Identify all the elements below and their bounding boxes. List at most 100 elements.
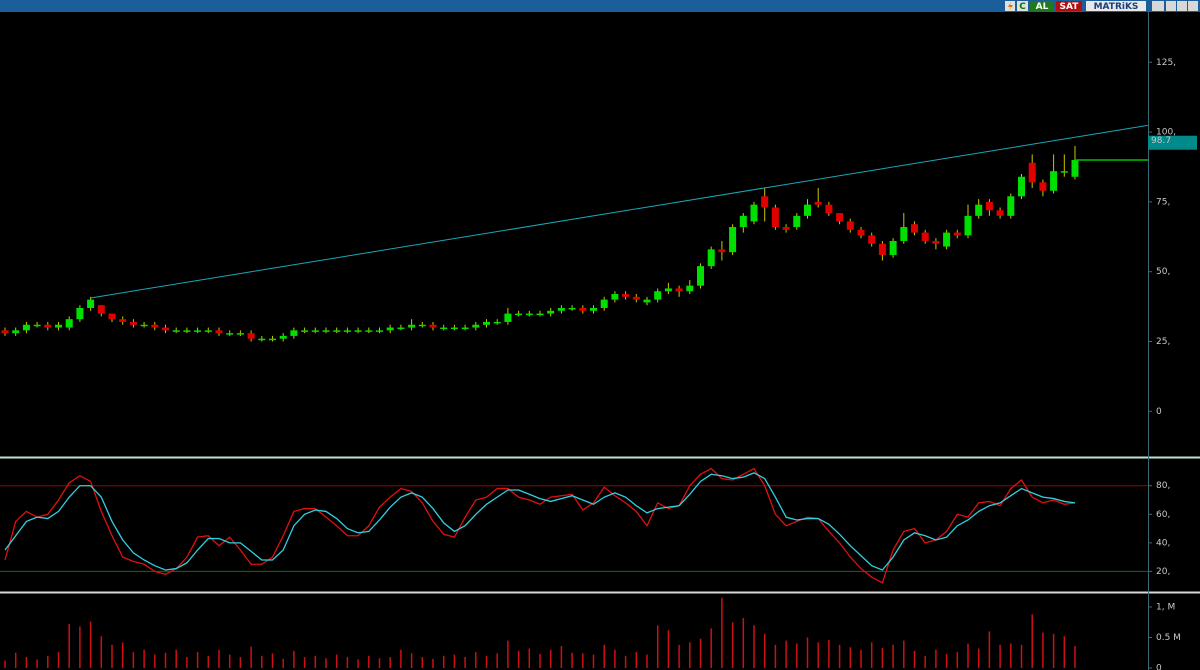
candle-body <box>183 330 191 332</box>
candle-body <box>483 321 490 325</box>
candle-body <box>1039 182 1047 191</box>
candle-body <box>771 207 779 228</box>
candle-body <box>461 327 469 330</box>
brand-box <box>1086 1 1146 11</box>
candle-body <box>76 308 84 320</box>
candle-body <box>44 324 52 328</box>
price-label-box <box>1148 135 1197 150</box>
candle-body <box>707 249 715 267</box>
candle-body <box>418 324 426 327</box>
candle-body <box>985 201 993 211</box>
candle-body <box>889 240 897 255</box>
candle-body <box>97 305 105 314</box>
candle-body <box>782 227 790 230</box>
sell-button[interactable] <box>1056 1 1082 11</box>
candle-body <box>643 299 651 303</box>
candle-body <box>697 266 704 286</box>
candle-body <box>953 232 961 236</box>
candle-body <box>1 330 9 334</box>
candle-body <box>793 215 801 228</box>
candle-body <box>472 324 480 328</box>
candle-body <box>236 333 244 335</box>
candle-body <box>739 215 747 228</box>
candle-body <box>450 327 458 330</box>
y-tick-label: 1, M <box>1156 602 1175 612</box>
y-tick-label: 80, <box>1156 481 1170 491</box>
candle-body <box>664 288 672 292</box>
candle-body <box>825 204 833 214</box>
candle-body <box>1050 171 1058 191</box>
y-tick-label: 0 <box>1156 664 1162 670</box>
candle-body <box>119 319 127 322</box>
oscillator-line <box>4 472 1076 571</box>
y-tick-label: 75, <box>1156 197 1170 207</box>
candle-body <box>750 204 758 222</box>
c-button[interactable] <box>1017 1 1028 11</box>
candle-body <box>258 338 266 341</box>
candle-body <box>33 324 41 327</box>
price-label: 98.7 <box>1151 136 1171 146</box>
candle-body <box>718 249 726 253</box>
minimize-button[interactable] <box>1166 1 1176 11</box>
candle-body <box>279 335 287 339</box>
y-tick-label: 50, <box>1156 267 1170 277</box>
candle-body <box>675 288 683 292</box>
candle-body <box>868 235 876 244</box>
candle-body <box>1060 171 1068 173</box>
y-tick-label: 60, <box>1156 510 1170 520</box>
candle-body <box>590 308 597 311</box>
candle-body <box>996 210 1004 216</box>
candle-body <box>247 333 255 339</box>
candle-body <box>55 324 62 328</box>
candle-body <box>301 330 309 332</box>
candle-body <box>65 319 73 328</box>
candle-body <box>632 296 640 300</box>
candle-body <box>964 215 972 236</box>
candle-body <box>493 321 501 324</box>
y-tick-label: 0.5 M <box>1156 633 1181 643</box>
close-button[interactable] <box>1188 1 1198 11</box>
candle-body <box>1071 160 1079 177</box>
flash-symbol <box>1008 2 1013 11</box>
candle-body <box>761 196 769 208</box>
candle-body <box>846 221 854 230</box>
candle-body <box>397 327 405 330</box>
candle-body <box>814 201 822 205</box>
candle-body <box>1007 196 1015 216</box>
candle-body <box>836 213 844 222</box>
candle-body <box>87 299 95 308</box>
candle-body <box>386 327 394 331</box>
candle-body <box>343 330 351 332</box>
candle-body <box>290 330 298 336</box>
maximize-button[interactable] <box>1177 1 1187 11</box>
candle-body <box>1028 162 1036 183</box>
candle-body <box>140 324 148 327</box>
candle-body <box>975 204 983 216</box>
candle-body <box>622 294 630 297</box>
y-tick-label: 25, <box>1156 337 1170 347</box>
candle-body <box>686 285 694 292</box>
candle-body <box>536 313 544 316</box>
buy-button[interactable] <box>1030 1 1054 11</box>
candle-body <box>226 333 234 335</box>
candle-body <box>151 324 159 328</box>
oscillator-line <box>4 467 1076 584</box>
title-bar <box>0 0 1200 12</box>
trend-line <box>90 124 1148 299</box>
help-button[interactable] <box>1152 1 1164 11</box>
candle-body <box>729 227 737 253</box>
candle-body <box>557 308 565 311</box>
y-tick-label: 20, <box>1156 567 1170 577</box>
candle-body <box>525 313 533 316</box>
candle-body <box>129 321 137 325</box>
candle-body <box>194 330 202 332</box>
candle-body <box>162 327 169 331</box>
candle-body <box>804 204 811 216</box>
brand-label: MATRiKS <box>1094 2 1139 12</box>
candle-body <box>878 243 886 255</box>
candle-body <box>354 330 362 332</box>
y-tick-label: 0 <box>1156 407 1162 417</box>
candle-body <box>440 327 448 330</box>
